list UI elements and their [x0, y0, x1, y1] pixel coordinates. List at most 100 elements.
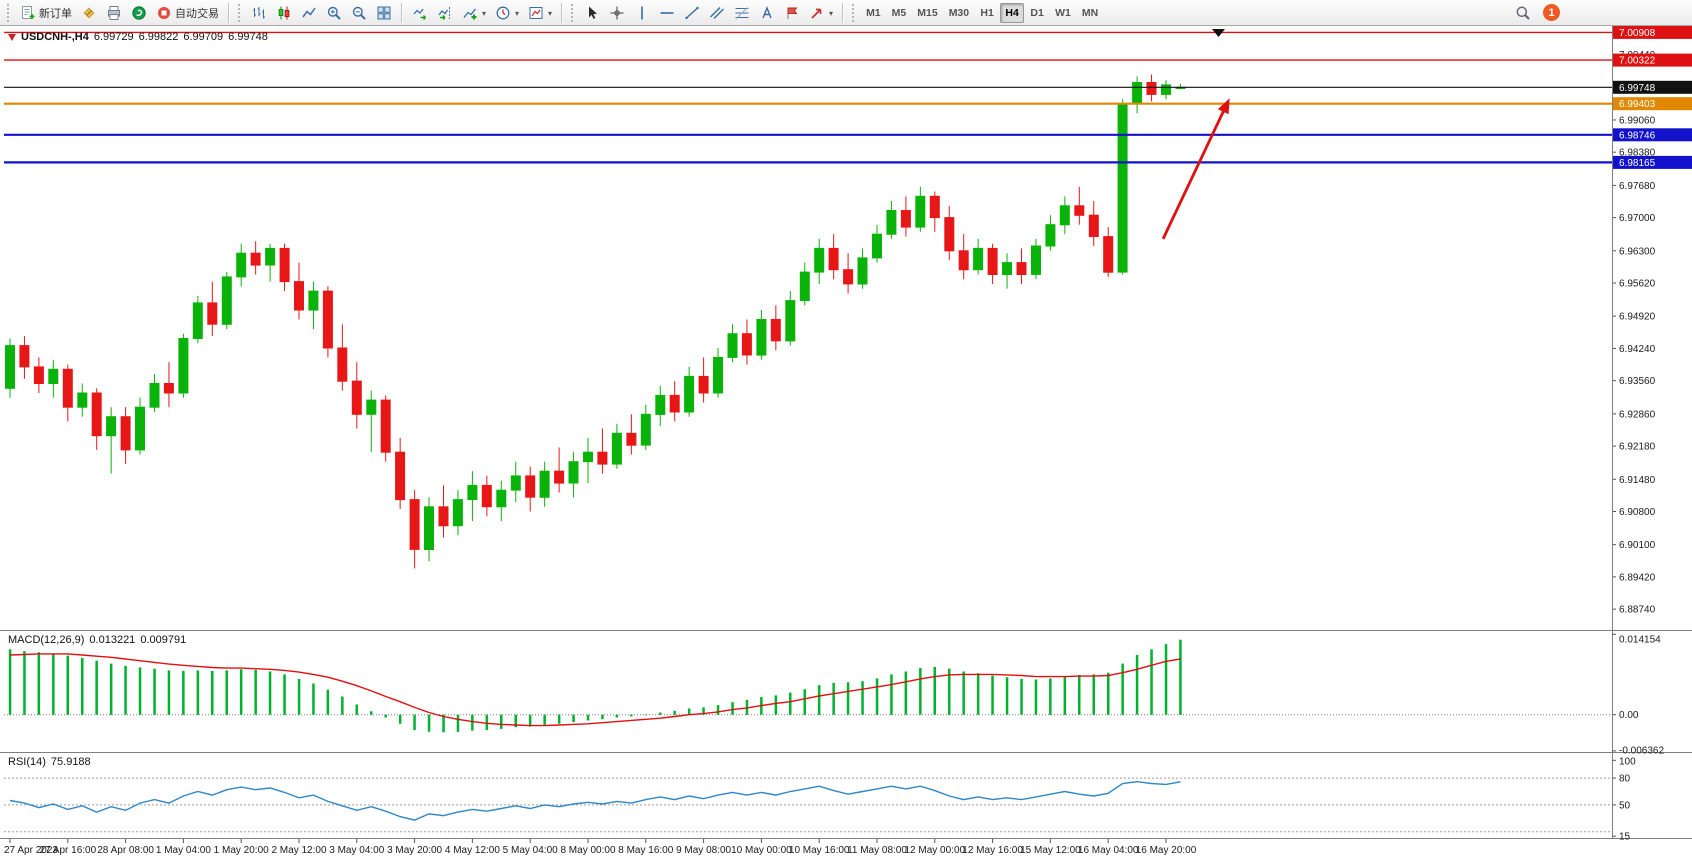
search-button[interactable]	[1511, 2, 1535, 24]
price-axis-label: 6.92180	[1619, 442, 1656, 453]
macd-histogram-bar	[962, 671, 965, 715]
price-axis-label: 6.97000	[1619, 213, 1656, 224]
timeframe-d1[interactable]: D1	[1025, 3, 1049, 23]
zoom-out-button[interactable]	[347, 2, 371, 24]
macd-histogram-bar	[66, 655, 69, 715]
macd-histogram-bar	[1020, 678, 1023, 715]
timeframe-m1[interactable]: M1	[861, 3, 886, 23]
macd-histogram-bar	[413, 714, 416, 731]
templates-icon	[529, 6, 543, 19]
search-icon	[1516, 6, 1530, 20]
timeframe-w1[interactable]: W1	[1050, 3, 1076, 23]
candlestick-chart-button[interactable]	[272, 2, 296, 24]
chart-canvas[interactable]: 7.004406.997406.990606.983806.976806.970…	[0, 26, 1692, 858]
toolbar-drag-handle[interactable]	[571, 3, 576, 22]
fibonacci-button[interactable]	[730, 2, 754, 24]
auto-scroll-button[interactable]	[408, 2, 432, 24]
rsi-indicator-label: RSI(14) 75.9188	[8, 756, 91, 768]
price-axis-label: 6.97680	[1619, 181, 1656, 192]
macd-histogram-bar	[543, 714, 546, 725]
macd-histogram-bar	[52, 653, 55, 715]
price-axis-label: 6.99060	[1619, 116, 1656, 127]
toolbar-drag-handle[interactable]	[7, 3, 12, 22]
mql5-community-button[interactable]	[127, 2, 151, 24]
down-arrow-marker[interactable]	[1212, 29, 1225, 37]
time-axis-label: 2 May 12:00	[271, 845, 326, 856]
macd-histogram-bar	[1164, 644, 1168, 715]
macd-histogram-bar	[991, 675, 994, 715]
time-axis-label: 8 May 16:00	[618, 845, 673, 856]
timeframe-h4[interactable]: H4	[1000, 2, 1025, 23]
fibonacci-icon	[735, 6, 749, 19]
price-badge-label: 6.98165	[1619, 158, 1656, 169]
candle-down	[380, 399, 391, 453]
channel-button[interactable]	[705, 2, 729, 24]
new-order-label: 新订单	[39, 7, 72, 20]
candle-up	[857, 257, 868, 285]
zoom-in-icon	[327, 6, 341, 20]
candle-up	[799, 271, 810, 302]
text-icon	[762, 5, 772, 18]
macd-histogram-bar	[124, 665, 127, 715]
text-button[interactable]	[755, 2, 779, 24]
timeframe-h1[interactable]: H1	[975, 3, 999, 23]
timeframe-m5[interactable]: M5	[887, 3, 912, 23]
indicators-button[interactable]	[458, 2, 490, 24]
toolbar-drag-handle[interactable]	[238, 3, 243, 22]
toolbar-separator	[842, 2, 845, 23]
macd-histogram-bar	[817, 685, 821, 715]
dropdown-caret	[481, 7, 486, 19]
autotrading-button[interactable]: 自动交易	[152, 2, 223, 24]
trendline-button[interactable]	[680, 2, 704, 24]
candle-down	[62, 368, 73, 408]
macd-histogram-bar	[644, 714, 647, 716]
candle-down	[944, 217, 955, 252]
toolbar-drag-handle[interactable]	[852, 3, 857, 22]
chart-shift-icon	[438, 6, 450, 20]
candle-up	[886, 210, 897, 235]
chart-shift-button[interactable]	[433, 2, 457, 24]
price-axis-label: 6.93560	[1619, 376, 1656, 387]
macd-histogram-bar	[1121, 663, 1124, 715]
metaeditor-button[interactable]	[77, 2, 101, 24]
macd-histogram-bar	[630, 714, 633, 717]
bar-chart-button[interactable]	[247, 2, 271, 24]
macd-histogram-bar	[239, 669, 243, 715]
candle-down	[626, 432, 637, 446]
templates-button[interactable]	[524, 2, 556, 24]
macd-histogram-bar	[485, 714, 489, 731]
line-chart-button[interactable]	[297, 2, 321, 24]
timeframe-m30[interactable]: M30	[944, 3, 974, 23]
text-label-button[interactable]	[780, 2, 804, 24]
crosshair-button[interactable]	[605, 2, 629, 24]
time-axis-label: 1 May 20:00	[214, 845, 269, 856]
macd-histogram-bar	[832, 682, 835, 715]
macd-histogram-bar	[1179, 639, 1182, 715]
cursor-button[interactable]	[580, 2, 604, 24]
periods-button[interactable]	[491, 2, 523, 24]
toolbar-right-group: 1	[1511, 2, 1560, 24]
tile-windows-button[interactable]	[372, 2, 396, 24]
trend-arrow[interactable]	[1161, 108, 1226, 240]
candle-up	[467, 484, 478, 501]
macd-histogram-bar	[442, 714, 445, 733]
notification-badge[interactable]: 1	[1543, 4, 1560, 21]
macd-histogram-bar	[1063, 676, 1067, 715]
macd-histogram-bar	[427, 714, 431, 732]
new-order-button[interactable]: 新订单	[16, 2, 76, 24]
zoom-in-button[interactable]	[322, 2, 346, 24]
arrows-button[interactable]	[805, 2, 837, 24]
macd-histogram-bar	[731, 702, 734, 715]
print-button[interactable]	[102, 2, 126, 24]
timeframe-mn[interactable]: MN	[1077, 3, 1103, 23]
macd-histogram-bar	[23, 651, 26, 715]
macd-histogram-bar	[774, 695, 778, 715]
candle-down	[958, 250, 969, 271]
macd-histogram-bar	[601, 714, 604, 720]
horizontal-line-button[interactable]	[655, 2, 679, 24]
macd-histogram-bar	[384, 714, 387, 718]
macd-histogram-bar	[312, 683, 315, 715]
vertical-line-button[interactable]	[630, 2, 654, 24]
timeframe-m15[interactable]: M15	[912, 3, 942, 23]
